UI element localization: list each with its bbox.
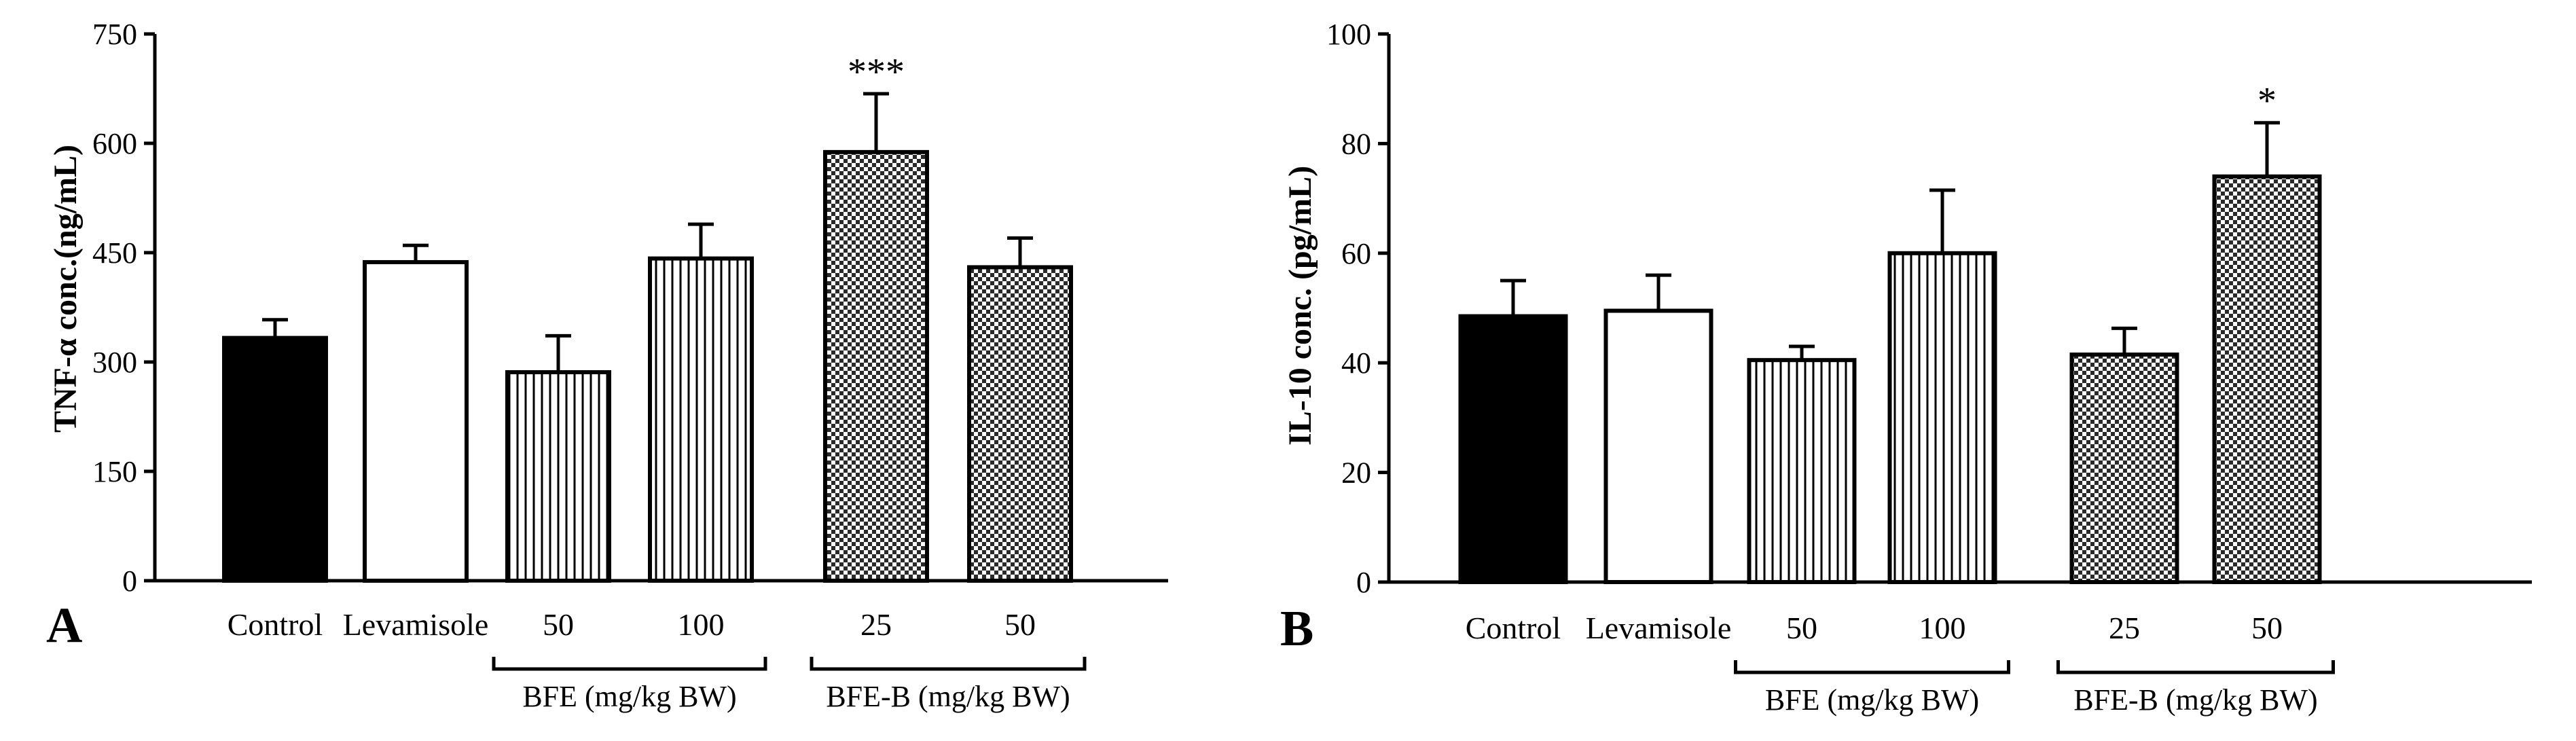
bar [2212,174,2322,584]
bar [505,370,611,583]
category-label: 50 [1004,607,1036,642]
panel-a-chart: TNF-α conc.(ng/mL) A 0 150 300 450 600 750 Con… [46,18,1168,713]
bar [967,265,1073,583]
category-label: Control [228,607,323,642]
category-label: 50 [2251,611,2283,645]
group-bracket [1734,660,2010,674]
bar [1603,308,1713,584]
y-tick-label: 750 [92,18,137,51]
bar [222,336,328,583]
group-label: BFE-B (mg/kg BW) [2073,683,2317,717]
panel-b-chart: IL-10 conc. (pg/mL) B 0 20 40 60 80 100 Contro… [1280,18,2532,717]
category-label: 50 [543,607,574,642]
significance-marker: * [2257,80,2276,122]
group-bracket [492,657,767,671]
category-label: 25 [860,607,892,642]
y-tick-label: 600 [92,127,137,160]
y-tick-label: 80 [1341,127,1371,160]
category-label: 100 [1919,611,1966,645]
y-tick-label: 450 [92,236,137,270]
y-axis-title: TNF-α conc.(ng/mL) [48,145,84,433]
category-label: Control [1466,611,1561,645]
panel-label: A [46,598,82,653]
y-tick-label: 20 [1341,456,1371,490]
group-label: BFE (mg/kg BW) [1765,683,1979,717]
panel-label: B [1280,601,1313,657]
bar [1458,314,1568,584]
category-label: 50 [1786,611,1817,645]
y-tick-label: 40 [1341,346,1371,380]
category-label: 25 [2109,611,2140,645]
category-label: Levamisole [1586,611,1732,645]
category-label: 100 [678,607,725,642]
category-label: Levamisole [343,607,489,642]
bar [1747,358,1857,584]
group-bracket [2056,660,2335,674]
y-tick-label: 150 [92,455,137,488]
y-tick-label: 300 [92,346,137,379]
y-axis-title: IL-10 conc. (pg/mL) [1282,166,1318,446]
significance-marker: *** [848,51,905,93]
bar [648,256,754,583]
bar [823,149,929,583]
y-tick-label: 0 [1356,566,1371,599]
group-label: BFE (mg/kg BW) [522,680,736,713]
group-label: BFE-B (mg/kg BW) [826,680,1070,713]
bar [1887,251,1997,584]
bar [363,259,469,583]
group-bracket [810,657,1087,671]
bar [2069,353,2179,584]
y-tick-label: 0 [122,564,137,598]
y-tick-label: 60 [1341,237,1371,270]
y-tick-label: 100 [1326,18,1371,51]
